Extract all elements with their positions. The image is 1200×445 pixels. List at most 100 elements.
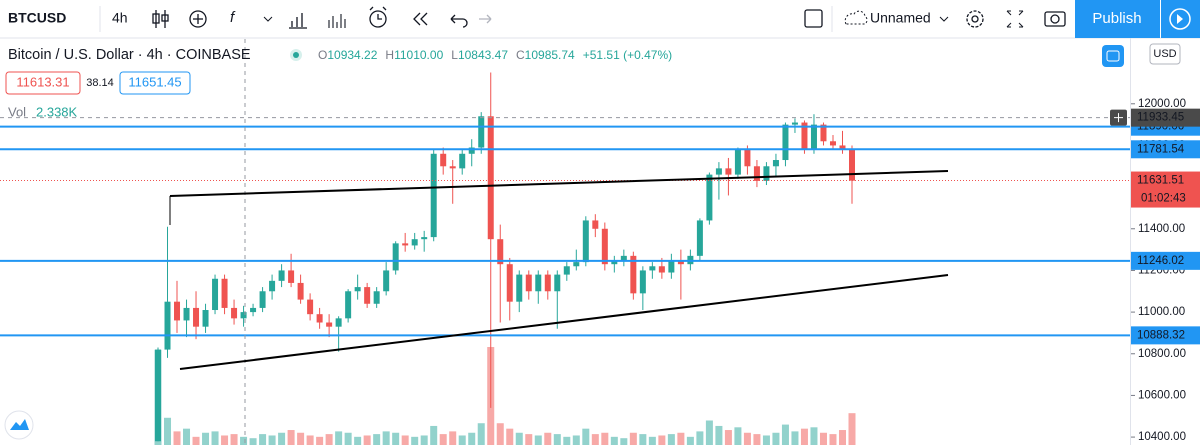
candle-body [544, 274, 551, 292]
candle-body [288, 270, 295, 283]
ohlc-values: O10934.22 H11010.00 L10843.47 C10985.74 +51.… [318, 48, 672, 62]
indicators-icon[interactable] [189, 10, 207, 28]
ohlc-value: 10843.47 [458, 48, 508, 62]
candle-body [259, 291, 266, 308]
logo-mark [10, 419, 29, 430]
ohlc-key: C [516, 48, 525, 62]
volume-bar [297, 432, 305, 445]
candle-body [459, 153, 466, 169]
interval-button[interactable]: 4h [112, 10, 128, 26]
auto-scale-button[interactable] [1102, 45, 1124, 67]
buy-button[interactable] [119, 71, 191, 95]
volume-bar [781, 424, 789, 445]
ohlc-key: L [451, 48, 458, 62]
candle-body [630, 255, 637, 294]
candle-body [620, 255, 627, 261]
dropdown-icon[interactable] [939, 16, 949, 22]
volume-bar [553, 434, 561, 445]
volume-value: 2.338K [36, 104, 78, 119]
level-label-bg [1131, 140, 1200, 159]
undo-icon[interactable] [450, 14, 468, 28]
candle-body [744, 149, 751, 167]
redo-icon[interactable] [479, 14, 492, 24]
layout-name[interactable]: Unnamed [870, 10, 931, 26]
replay-icon[interactable] [413, 12, 428, 26]
publish-button[interactable] [1075, 0, 1160, 38]
trend-line[interactable] [169, 170, 949, 197]
publish-label[interactable]: Publish [1092, 10, 1141, 27]
candle-body [497, 239, 504, 265]
volume-bar [211, 431, 219, 445]
templates-icon[interactable] [328, 14, 346, 28]
volume-bar [449, 431, 457, 445]
volume-bar [724, 430, 732, 445]
volume-bar [800, 428, 808, 445]
buy-price[interactable]: 11651.45 [128, 74, 181, 89]
candle-body [316, 314, 323, 323]
fx-icon[interactable]: f [230, 9, 236, 26]
candle-body [430, 153, 437, 238]
candle-body [402, 243, 409, 246]
level-label: 10888.32 [1137, 329, 1185, 341]
chart-type-icon[interactable] [152, 10, 169, 28]
volume-bar [819, 432, 827, 445]
candle-body [696, 220, 703, 256]
candle-body [193, 307, 200, 327]
candle-body [468, 147, 475, 154]
y-tick-label: 10600.00 [1138, 389, 1186, 401]
symbol-button[interactable]: BTCUSD [8, 10, 66, 26]
trend-line[interactable] [179, 274, 949, 370]
candle-body [535, 274, 542, 292]
compare-icon[interactable] [289, 13, 307, 29]
volume-bar [306, 435, 314, 445]
candle-body [392, 243, 399, 271]
volume-bar [506, 428, 514, 445]
candle-body [753, 166, 760, 181]
candle-body [782, 124, 789, 161]
y-tick-label: 10400.00 [1138, 431, 1186, 443]
alert-icon[interactable] [369, 6, 387, 28]
candle-body [307, 299, 314, 315]
volume-bar [468, 432, 476, 445]
plot-area [0, 72, 1130, 445]
volume-bar [582, 428, 590, 445]
volume-bar [173, 431, 181, 445]
currency-button[interactable] [1149, 43, 1181, 65]
sell-button[interactable] [5, 71, 81, 95]
cloud-icon[interactable] [844, 10, 868, 25]
sell-price[interactable]: 11613.31 [16, 74, 69, 89]
dropdown-icon[interactable] [263, 16, 273, 22]
candle-body [202, 310, 209, 327]
currency[interactable]: USD [1153, 48, 1176, 60]
volume-bar [658, 435, 666, 445]
candle-body [658, 266, 665, 273]
volume-bar [496, 423, 504, 445]
candle-body [516, 274, 523, 302]
level-label-bg [1131, 251, 1200, 270]
candle-body [240, 312, 247, 319]
fullscreen-checkbox[interactable] [804, 9, 823, 28]
volume-bar [354, 436, 362, 445]
ohlc-key: H [385, 48, 394, 62]
volume-bar [278, 432, 286, 445]
snapshot-icon[interactable] [1044, 11, 1066, 27]
volume-bar [639, 434, 647, 445]
ohlc-value: 10934.22 [327, 48, 377, 62]
candle-body [164, 301, 171, 350]
play-arrow [1177, 14, 1183, 24]
settings-icon[interactable] [966, 10, 984, 28]
expand-icon[interactable] [1006, 10, 1024, 28]
candle-body [345, 291, 352, 319]
plus-icon [1114, 113, 1123, 123]
candle-body [506, 264, 513, 302]
play-icon[interactable] [1169, 8, 1191, 30]
candle-body [563, 266, 570, 275]
candle-body [573, 262, 580, 267]
volume-bar [335, 431, 343, 445]
volume-bar [791, 431, 799, 445]
volume-bar [610, 436, 618, 445]
candle-body [250, 307, 257, 313]
volume-bar [439, 434, 447, 445]
candle-body [801, 122, 808, 150]
level-label: 11890.06 [1137, 121, 1184, 133]
